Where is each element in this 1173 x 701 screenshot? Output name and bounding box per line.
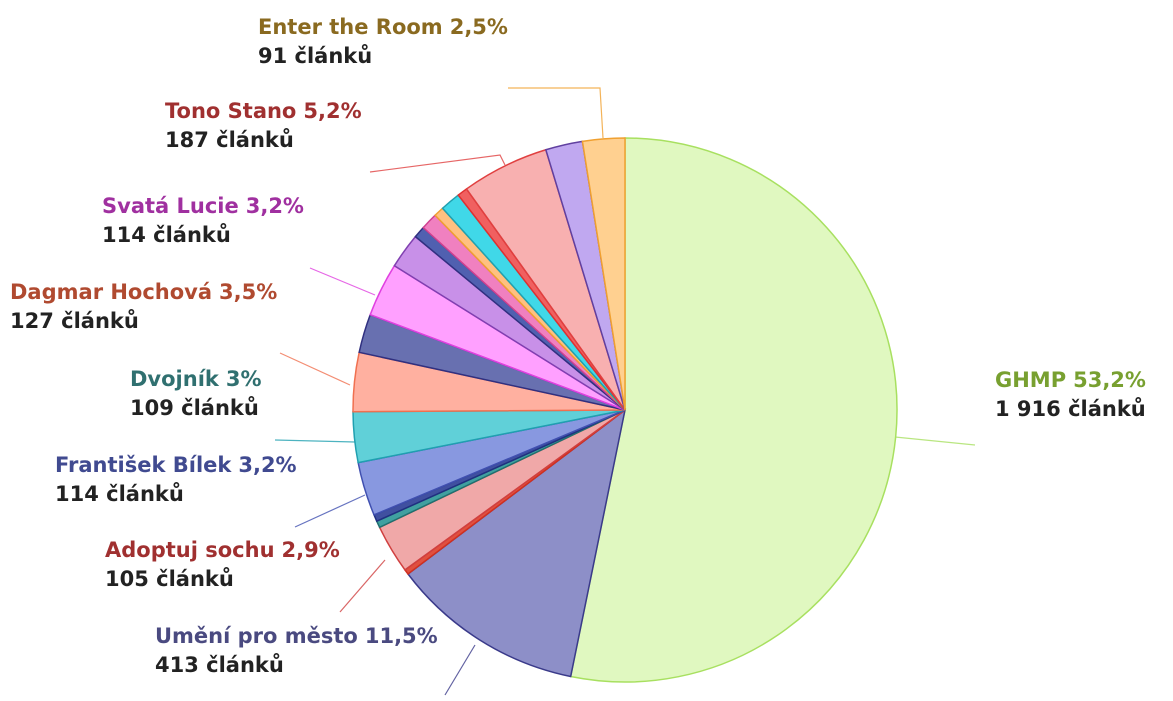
slice-label: František Bílek 3,2%	[55, 453, 297, 477]
slice-count: 91 článků	[258, 44, 372, 68]
slice-percent: 3%	[226, 367, 262, 391]
slice-count: 413 článků	[155, 653, 284, 677]
slice-count: 1 916 článků	[995, 397, 1146, 421]
slice-percent: 11,5%	[365, 624, 438, 648]
leader-line	[508, 87, 604, 139]
slice-label: GHMP 53,2%	[995, 368, 1146, 392]
slice-name: František Bílek	[55, 453, 232, 477]
leader-line	[444, 644, 476, 696]
slice-percent: 3,5%	[219, 280, 277, 304]
slice-name: Dagmar Hochová	[10, 280, 212, 304]
slice-percent: 2,5%	[450, 15, 508, 39]
slice-name: Svatá Lucie	[102, 194, 239, 218]
slice-label: Dagmar Hochová 3,5%	[10, 280, 277, 304]
pie-slice	[406, 408, 627, 678]
leader-line	[294, 494, 366, 528]
leader-line	[894, 436, 976, 446]
slice-name: Umění pro město	[155, 624, 358, 648]
slice-count: 114 článků	[55, 482, 184, 506]
pie-slice	[581, 137, 626, 411]
slice-label: Tono Stano 5,2%	[165, 99, 362, 123]
leader-line	[274, 439, 356, 443]
leader-line	[339, 559, 386, 613]
slice-name: Enter the Room	[258, 15, 443, 39]
leader-line	[309, 267, 376, 296]
slice-name: GHMP	[995, 368, 1066, 392]
slice-name: Dvojník	[130, 367, 220, 391]
slice-percent: 3,2%	[246, 194, 304, 218]
leader-line	[279, 352, 351, 386]
slice-name: Adoptuj sochu	[105, 538, 275, 562]
slice-percent: 53,2%	[1073, 368, 1146, 392]
slice-label: Enter the Room 2,5%	[258, 15, 508, 39]
slice-percent: 3,2%	[238, 453, 296, 477]
slice-label: Umění pro město 11,5%	[155, 624, 438, 648]
slice-percent: 5,2%	[303, 99, 361, 123]
slice-count: 114 článků	[102, 223, 231, 247]
slice-percent: 2,9%	[282, 538, 340, 562]
slice-count: 187 článků	[165, 128, 294, 152]
slice-count: 105 článků	[105, 567, 234, 591]
slice-label: Adoptuj sochu 2,9%	[105, 538, 340, 562]
slice-label: Dvojník 3%	[130, 367, 262, 391]
slice-count: 109 článků	[130, 396, 259, 420]
slice-label: Svatá Lucie 3,2%	[102, 194, 304, 218]
leader-line	[369, 154, 506, 173]
slice-name: Tono Stano	[165, 99, 296, 123]
slice-count: 127 článků	[10, 309, 139, 333]
